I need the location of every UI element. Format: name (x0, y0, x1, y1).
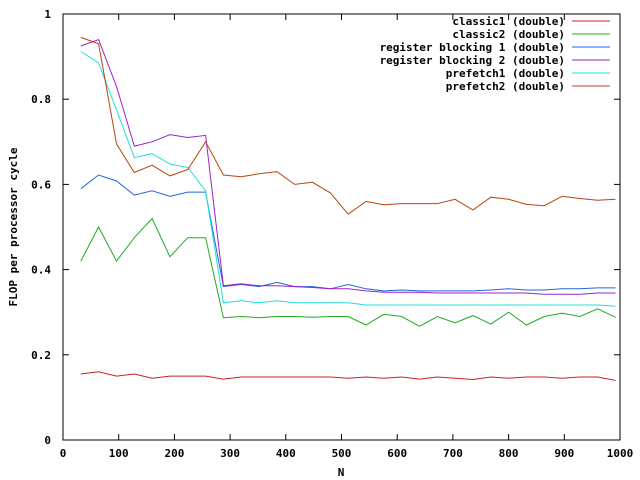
series-lines (80, 36, 616, 381)
x-tick-label: 400 (276, 447, 296, 460)
legend: classic1 (double)classic2 (double)regist… (380, 15, 610, 93)
legend-label: prefetch1 (double) (446, 67, 565, 80)
x-tick-label: 100 (109, 447, 129, 460)
y-tick-label: 0.4 (31, 264, 51, 277)
x-tick-label: 600 (387, 447, 407, 460)
x-tick-label: 500 (332, 447, 352, 460)
legend-label: classic1 (double) (452, 15, 565, 28)
series-line-6 (80, 36, 616, 215)
series-line-5 (80, 51, 616, 307)
series-line-4 (80, 38, 616, 295)
x-tick-label: 900 (554, 447, 574, 460)
legend-label: prefetch2 (double) (446, 80, 565, 93)
x-tick-label: 300 (220, 447, 240, 460)
legend-label: register blocking 2 (double) (380, 54, 565, 67)
x-tick-label: 800 (499, 447, 519, 460)
x-tick-label: 1000 (607, 447, 634, 460)
x-axis-label: N (338, 466, 345, 479)
x-tick-label: 700 (443, 447, 463, 460)
y-tick-label: 1 (44, 8, 51, 21)
y-axis-label: FLOP per processor cycle (7, 147, 20, 306)
y-tick-label: 0.2 (31, 349, 51, 362)
y-tick-label: 0.8 (31, 93, 51, 106)
legend-label: classic2 (double) (452, 28, 565, 41)
x-tick-label: 200 (164, 447, 184, 460)
series-line-3 (80, 174, 616, 292)
x-tick-label: 0 (60, 447, 67, 460)
series-line-1 (80, 371, 616, 381)
legend-label: register blocking 1 (double) (380, 41, 565, 54)
axis-ticks: 0 100 200 300 400 500 600 700 800 900 1000 0 0.2 0.4 0… (31, 8, 633, 460)
y-tick-label: 0 (44, 434, 51, 447)
series-line-2 (80, 217, 616, 327)
y-tick-label: 0.6 (31, 178, 51, 191)
